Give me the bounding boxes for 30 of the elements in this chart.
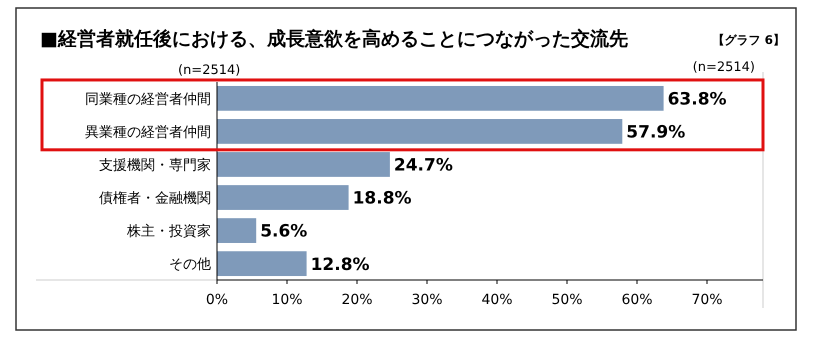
y-tick-label: 同業種の経営者仲間 (85, 91, 211, 108)
bar (217, 152, 390, 177)
y-tick-label: 支援機関・専門家 (99, 158, 211, 174)
y-tick-label: 株主・投資家 (126, 224, 211, 240)
chart-title: ■経営者就任後における、成長意欲を高めることにつながった交流先 (40, 28, 628, 50)
x-tick-label: 10% (271, 292, 303, 308)
text: (n=2514) (692, 60, 755, 75)
y-tick-label: 異業種の経営者仲間 (85, 124, 211, 140)
bar (217, 119, 622, 144)
bar (217, 251, 307, 276)
x-tick-label: 30% (411, 292, 443, 308)
bar (217, 86, 664, 111)
y-tick-label: その他 (169, 256, 211, 273)
data-label: 63.8% (668, 89, 727, 110)
x-tick-label: 0% (206, 292, 228, 308)
y-tick-label: 債権者・金融機関 (99, 190, 211, 207)
data-label: 5.6% (260, 222, 308, 242)
data-label: 12.8% (310, 254, 370, 275)
x-tick-label: 60% (621, 292, 653, 308)
bar (217, 185, 349, 210)
x-tick-label: 40% (481, 292, 513, 308)
x-tick-label: 70% (691, 292, 723, 308)
data-label: 57.9% (626, 122, 686, 143)
data-label: 18.8% (352, 188, 412, 209)
x-tick-label: 50% (551, 292, 583, 308)
data-label: 24.7% (394, 156, 453, 176)
text: 【グラフ 6】 (712, 33, 785, 47)
x-tick-label: 20% (341, 292, 373, 308)
bar (217, 218, 256, 243)
annotation: (n=2514) (178, 63, 240, 78)
